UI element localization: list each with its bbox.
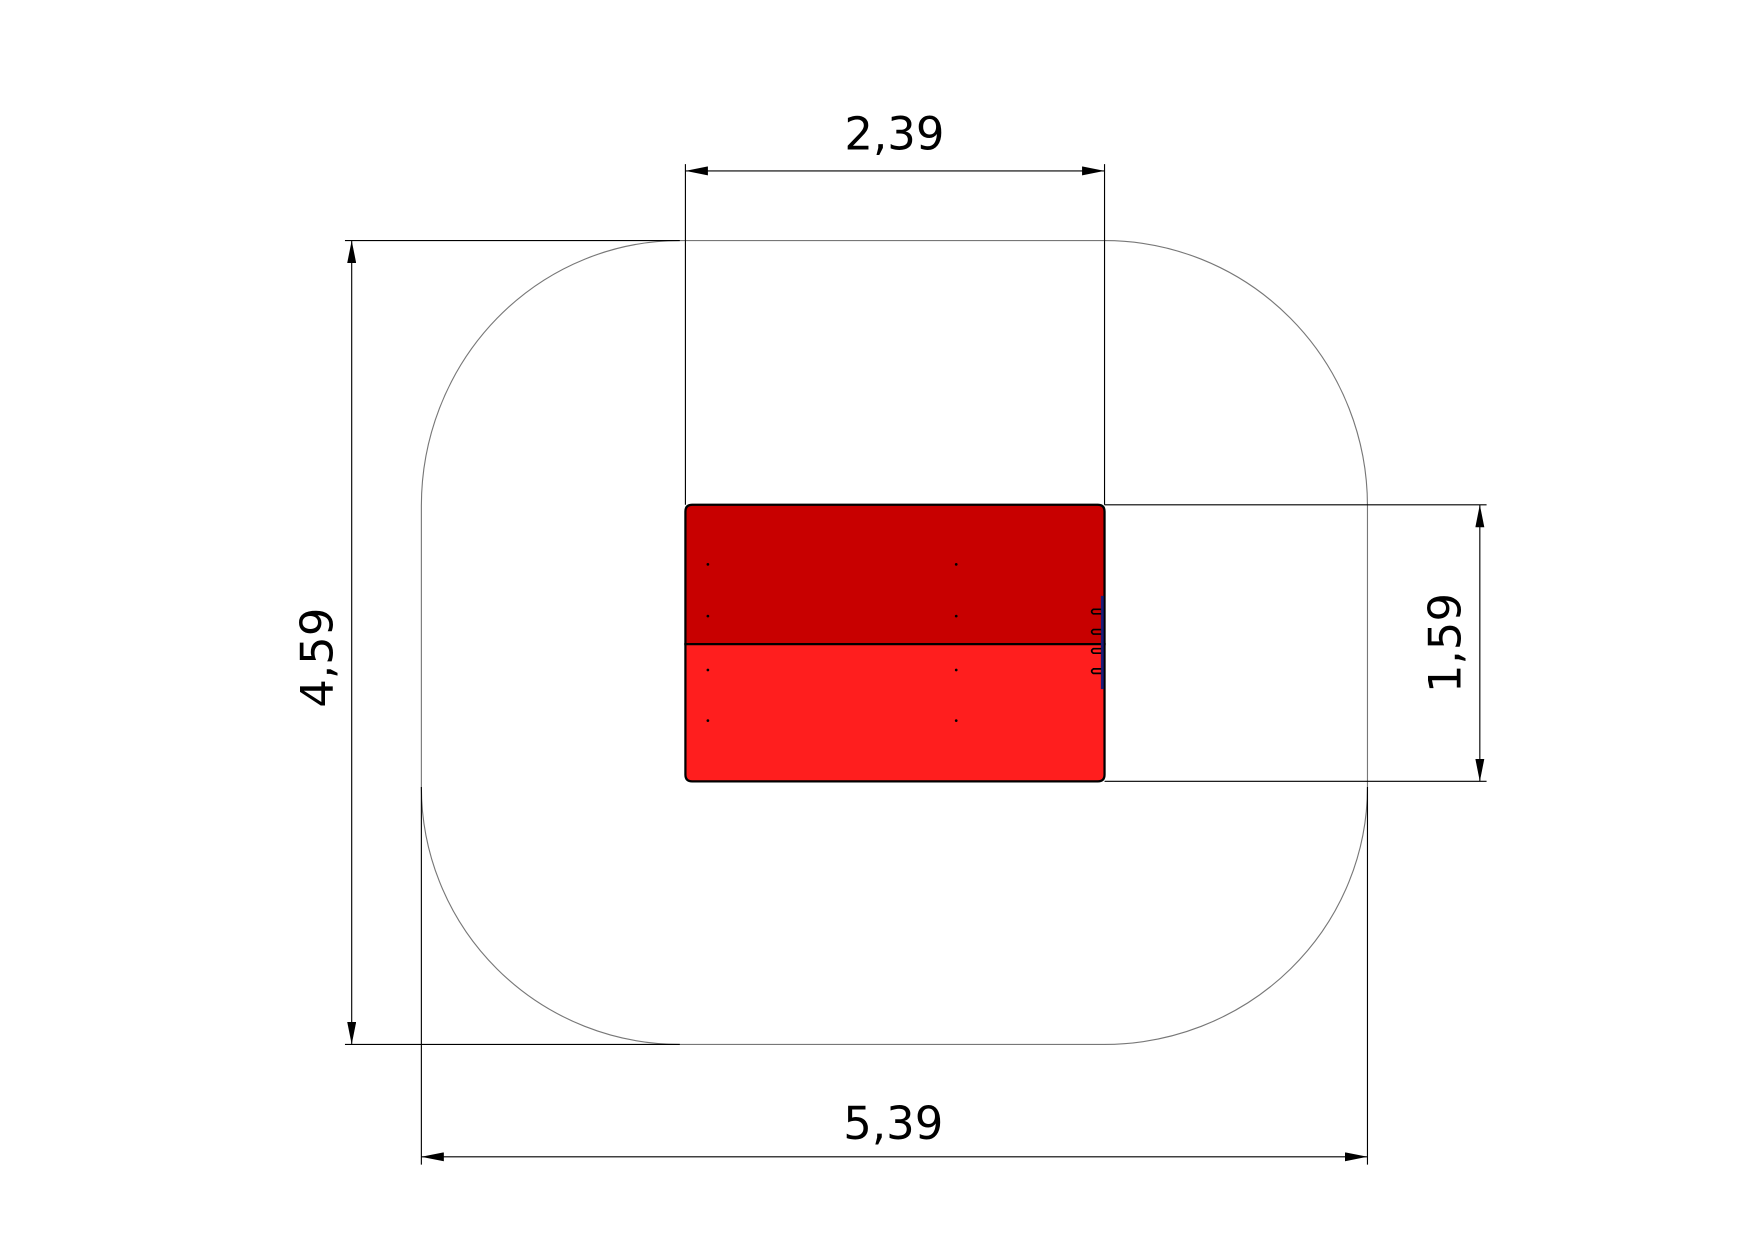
part-bottom-panel [684, 643, 1106, 783]
dimension-label: 4,59 [291, 608, 344, 708]
mounting-points [706, 563, 958, 722]
dimension-label: 2,39 [844, 108, 944, 161]
dimension-label: 1,59 [1419, 593, 1472, 693]
dimension-overall-width: 5,39 [420, 786, 1369, 1165]
connector [1090, 595, 1104, 690]
dimension-top-width: 2,39 [684, 108, 1106, 505]
dimension-label: 5,39 [843, 1097, 943, 1150]
part-top-panel [684, 503, 1106, 646]
safety-zone-outline [420, 240, 1369, 1045]
dimension-overall-height: 4,59 [291, 240, 680, 1045]
dimension-part-height: 1,59 [1104, 504, 1487, 782]
part [684, 503, 1106, 783]
